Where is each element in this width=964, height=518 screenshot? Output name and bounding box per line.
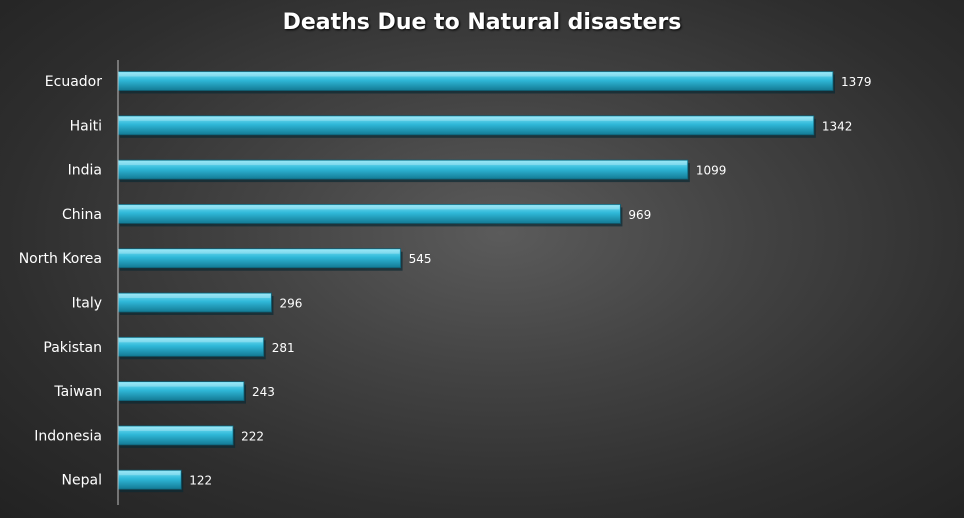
category-label-haiti: Haiti [70,118,102,134]
value-label-taiwan: 243 [252,385,275,399]
value-label-north-korea: 545 [409,252,432,266]
bar-highlight-ecuador [119,72,832,77]
value-label-italy: 296 [279,297,302,311]
bar-highlight-italy [119,294,271,298]
category-label-india: India [68,163,102,179]
value-label-china: 969 [628,208,651,222]
category-label-north-korea: North Korea [19,251,102,267]
chart-title: Deaths Due to Natural disasters [282,10,682,35]
bar-highlight-north-korea [119,249,400,254]
bar-highlight-indonesia [119,426,233,431]
category-label-ecuador: Ecuador [45,74,102,90]
value-label-haiti: 1342 [822,119,853,133]
category-label-pakistan: Pakistan [43,340,102,356]
bar-highlight-nepal [119,471,181,476]
bar-highlight-haiti [119,116,813,121]
category-label-indonesia: Indonesia [34,428,102,444]
value-label-pakistan: 281 [272,341,295,355]
bar-highlight-pakistan [119,338,263,343]
category-label-nepal: Nepal [62,473,102,489]
category-label-taiwan: Taiwan [53,384,102,400]
category-label-china: China [62,207,102,223]
value-label-indonesia: 222 [241,429,264,443]
bar-highlight-taiwan [119,382,243,387]
value-label-ecuador: 1379 [841,75,872,89]
category-label-italy: Italy [72,296,102,312]
bar-highlight-india [119,161,687,166]
value-label-nepal: 122 [189,474,212,488]
value-label-india: 1099 [696,164,727,178]
bar-highlight-china [119,205,620,210]
